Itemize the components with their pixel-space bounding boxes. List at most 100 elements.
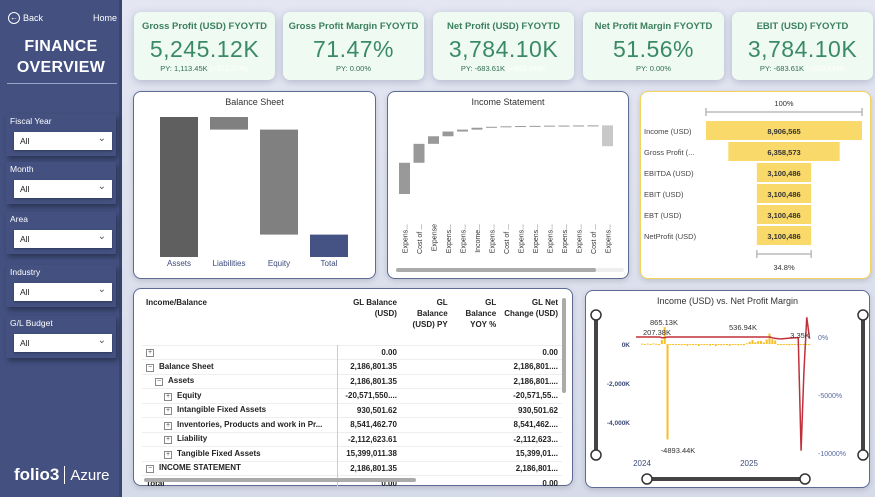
income-bar [643, 344, 646, 345]
table-row: − Assets 2,186,801.35 2,186,801.... [142, 373, 562, 389]
row-label: Balance Sheet [159, 361, 214, 371]
kpi-value: 71.47% [312, 36, 394, 62]
filter-label: Month [10, 164, 34, 174]
expand-icon[interactable]: + [164, 450, 172, 459]
waterfall-bar [529, 125, 541, 127]
cell [400, 446, 452, 461]
scrollbar-thumb[interactable] [396, 268, 596, 272]
expand-icon[interactable]: + [146, 349, 154, 358]
income-bar [751, 340, 754, 344]
waterfall-bar [558, 125, 570, 127]
kpi-card: EBIT (USD) FYOYTD 3,784.10K PY: -683.61K (… [732, 12, 873, 80]
slider-handle[interactable] [857, 449, 869, 461]
filter-month: Month All ⌄ [6, 162, 116, 204]
filter-dropdown[interactable]: All ⌄ [14, 283, 112, 301]
income-bar [748, 341, 751, 344]
filter-value: All [20, 234, 30, 244]
expand-icon[interactable]: + [164, 392, 172, 401]
funnel-category: EBIT (USD) [644, 190, 684, 199]
filter-value: All [20, 338, 30, 348]
column-header[interactable]: GL Balance YOY % [465, 298, 497, 329]
y-right-tick: 0% [818, 335, 828, 342]
income-bar [734, 344, 737, 345]
income-bar [777, 344, 780, 345]
waterfall-bar [500, 126, 512, 128]
income-bar [669, 344, 672, 345]
filter-dropdown[interactable]: All ⌄ [14, 132, 112, 150]
vertical-range-slider-left [594, 317, 598, 457]
cell: 2,186,801.35 [337, 373, 401, 389]
expand-icon[interactable]: + [164, 421, 172, 430]
income-bar [737, 344, 740, 346]
income-bar [680, 344, 683, 346]
cell [451, 431, 501, 447]
funnel-value: 3,100,486 [767, 190, 800, 199]
income-bar [677, 344, 680, 345]
kpi-title: Gross Profit Margin FYOYTD [288, 21, 419, 32]
filter-dropdown[interactable]: All ⌄ [14, 334, 112, 352]
collapse-icon[interactable]: − [155, 378, 163, 387]
filter-label: Industry [10, 267, 41, 277]
slider-handle[interactable] [799, 473, 811, 485]
waterfall-bar [602, 125, 613, 147]
collapse-icon[interactable]: − [146, 465, 154, 474]
income-bar [757, 341, 760, 344]
income-bar [771, 339, 774, 344]
slider-handle[interactable] [641, 473, 653, 485]
cell: 2,186,801.... [500, 359, 562, 374]
data-label: 865.13K [650, 318, 678, 327]
filter-value: All [20, 287, 30, 297]
expand-icon[interactable]: + [164, 407, 172, 416]
cell [400, 388, 452, 403]
income-bar [723, 344, 726, 345]
income-bar [717, 344, 720, 345]
income-bar [697, 344, 700, 346]
income-vs-margin-card: Income (USD) vs. Net Profit Margin 0K -2,… [585, 290, 870, 488]
waterfall-bar [457, 129, 468, 132]
cell: 0.00 [337, 344, 401, 360]
income-bar [779, 344, 782, 346]
x-tick-label: Equity [268, 259, 290, 268]
filter-dropdown[interactable]: All ⌄ [14, 230, 112, 248]
funnel-value: 3,100,486 [767, 169, 800, 178]
vertical-scrollbar[interactable] [562, 298, 566, 393]
funnel-category: Gross Profit (... [644, 148, 694, 157]
y-left-tick: 0K [622, 342, 631, 349]
collapse-icon[interactable]: − [146, 363, 154, 372]
column-header[interactable]: GL Balance (USD) PY [412, 298, 448, 329]
column-header[interactable]: Income/Balance [146, 298, 207, 307]
slider-handle[interactable] [857, 309, 869, 321]
table-row: +0.00 0.00 [142, 344, 562, 360]
filter-dropdown[interactable]: All ⌄ [14, 180, 112, 198]
horizontal-scrollbar[interactable] [144, 478, 416, 482]
cell: 930,501.62 [500, 402, 562, 418]
logo-sub: Azure [70, 466, 110, 484]
cell [451, 373, 501, 389]
x-tick-label: Expens... [533, 224, 540, 253]
home-button[interactable]: Home [93, 13, 118, 23]
x-tick-label: Assets [167, 259, 191, 268]
income-statement-title: Income Statement [471, 97, 545, 107]
slider-handle[interactable] [590, 449, 602, 461]
column-header[interactable]: GL Balance (USD) [353, 298, 397, 318]
expand-icon[interactable]: + [164, 436, 172, 445]
income-bar [672, 344, 675, 345]
slider-handle[interactable] [590, 309, 602, 321]
horizontal-scrollbar-track[interactable] [396, 268, 624, 272]
back-button[interactable]: ← Back [8, 12, 43, 24]
column-header[interactable]: GL Net Change (USD) [504, 298, 558, 318]
chevron-down-icon: ⌄ [97, 335, 106, 346]
income-bar [760, 340, 763, 344]
income-bar [791, 344, 794, 345]
filter-label: Area [10, 214, 28, 224]
filter-g-l-budget: G/L Budget All ⌄ [6, 316, 116, 358]
income-bar [782, 344, 785, 345]
waterfall-bar [210, 117, 248, 130]
x-tick-label: Cost of ... [417, 224, 424, 254]
row-label: Tangible Fixed Assets [177, 448, 261, 458]
scale-bracket [756, 250, 812, 258]
cell: 8,541,462.... [500, 417, 562, 432]
income-bar [652, 343, 655, 345]
row-label: Equity [177, 390, 202, 400]
income-bar [774, 340, 777, 344]
